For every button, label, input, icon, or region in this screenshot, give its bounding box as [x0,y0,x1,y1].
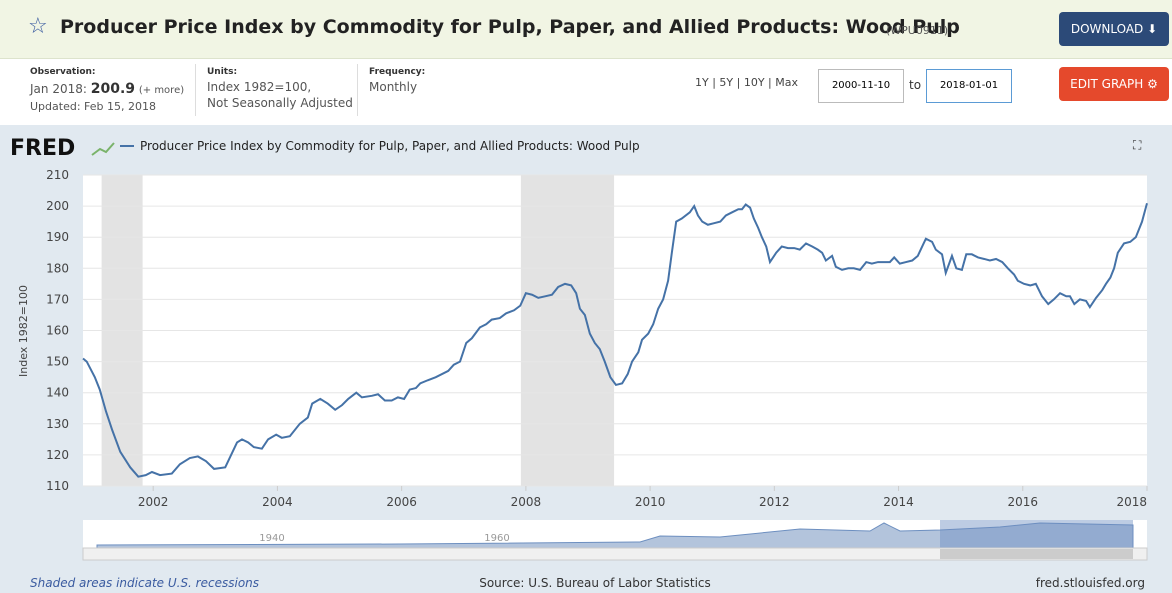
y-tick-label: 150 [46,355,69,369]
download-button[interactable]: DOWNLOAD ⬇ [1059,12,1169,46]
fullscreen-icon[interactable]: ⛶ [1132,138,1142,152]
updated: Updated: Feb 15, 2018 [30,100,156,113]
y-tick-label: 160 [46,324,69,338]
navigator [82,520,1148,561]
x-tick-label: 2014 [883,495,914,509]
navigator-window[interactable] [940,520,1133,548]
divider [357,64,358,116]
y-tick-label: 210 [46,168,69,182]
x-tick-label: 2002 [138,495,169,509]
more-link[interactable]: (+ more) [138,85,185,96]
x-tick-label: 2018 [1116,495,1147,509]
units: Index 1982=100, [207,80,312,94]
navigator-label: 1940 [259,533,284,544]
range-options[interactable]: 1Y | 5Y | 10Y | Max [695,76,798,89]
y-tick-label: 110 [46,479,69,493]
source: Source: U.S. Bureau of Labor Statistics [479,576,711,590]
legend-label: Producer Price Index by Commodity for Pu… [140,139,640,153]
y-tick-label: 120 [46,448,69,462]
start-date[interactable]: 2000-11-10 [818,69,904,103]
units-label: Units: [207,67,238,77]
header: ☆ Producer Price Index by Commodity for … [0,0,1172,59]
logo-icon [91,142,115,156]
end-date[interactable]: 2018-01-01 [926,69,1012,103]
y-tick-label: 180 [46,261,69,275]
x-tick-label: 2008 [511,495,542,509]
observation: Jan 2018: 200.9 (+ more) [30,81,184,97]
frequency-label: Frequency: [369,67,426,77]
x-tick-label: 2004 [262,495,293,509]
navigator-label: 1960 [484,533,509,544]
scrollbar-thumb[interactable] [940,549,1133,559]
y-tick-label: 130 [46,417,69,431]
scrollbar[interactable] [82,547,1148,561]
recession-note: Shaded areas indicate U.S. recessions [30,576,259,590]
y-tick-label: 140 [46,386,69,400]
units-adjustment: Not Seasonally Adjusted [207,96,353,110]
edit-graph-label: EDIT GRAPH [1070,77,1144,91]
series-line [82,203,1148,478]
title: Producer Price Index by Commodity for Pu… [60,16,960,38]
observation-label: Observation: [30,67,96,77]
download-label: DOWNLOAD [1070,22,1144,36]
x-tick-label: 2016 [1008,495,1039,509]
y-tick-label: 170 [46,292,69,306]
fred-logo: FRED [10,136,75,161]
x-tick-label: 2006 [386,495,417,509]
observation-value: 200.9 [90,81,136,97]
navigator-series [96,522,1134,549]
x-tick-label: 2010 [635,495,666,509]
series-code: (WPU0911) [886,24,949,37]
star-icon[interactable]: ☆ [28,14,48,39]
y-axis-label: Index 1982=100 [17,285,30,377]
to-label: to [909,78,922,92]
edit-graph-button[interactable]: EDIT GRAPH ⚙ [1059,67,1169,101]
y-tick-label: 200 [46,199,69,213]
chart: FRED Producer Price Index by Commodity f… [0,125,1172,593]
y-tick-label: 190 [46,230,69,244]
divider [195,64,196,116]
x-tick-label: 2012 [759,495,790,509]
frequency: Monthly [369,80,418,94]
observation-date: Jan 2018: [30,82,87,96]
site: fred.stlouisfed.org [1036,576,1145,590]
